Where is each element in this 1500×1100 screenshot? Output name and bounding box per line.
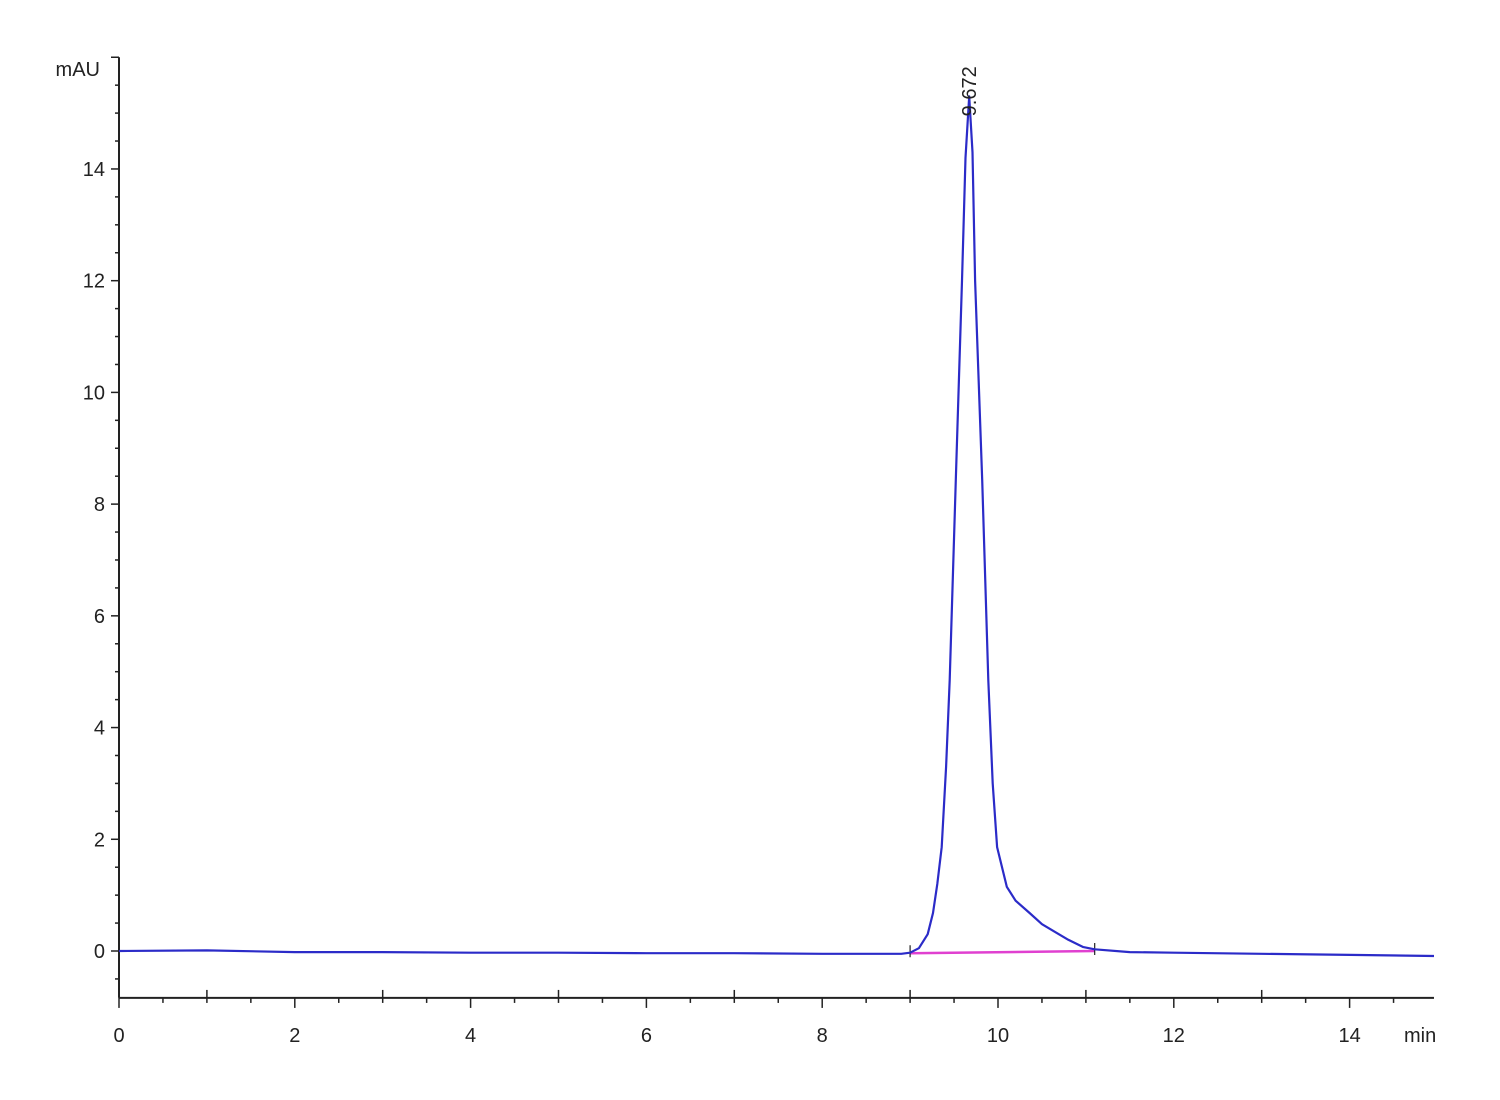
- y-tick-label: 10: [83, 382, 105, 404]
- y-tick-label: 14: [83, 159, 105, 181]
- x-tick-label: 12: [1163, 1025, 1185, 1047]
- y-tick-label: 8: [94, 494, 105, 516]
- x-tick-label: 2: [289, 1025, 300, 1047]
- x-tick-label: 10: [987, 1025, 1009, 1047]
- y-tick-label: 6: [94, 606, 105, 628]
- x-tick-label: 8: [817, 1025, 828, 1047]
- y-tick-label: 0: [94, 941, 105, 963]
- y-axis-label: mAU: [56, 59, 100, 81]
- peak-label: 9.672: [959, 66, 981, 116]
- integration-baseline: [910, 949, 1095, 955]
- y-tick-label: 2: [94, 829, 105, 851]
- y-tick-label: 12: [83, 271, 105, 293]
- x-tick-label: 4: [465, 1025, 476, 1047]
- x-tick-label: 6: [641, 1025, 652, 1047]
- y-tick-label: 4: [94, 718, 105, 740]
- x-tick-label: 0: [113, 1025, 124, 1047]
- marks: 9.672: [118, 66, 1435, 958]
- x-tick-label: 14: [1338, 1025, 1360, 1047]
- x-axis-label: min: [1404, 1025, 1436, 1047]
- axes: 0 2 4 6 8 10 12 14 0 2 4 6 8 10 12 14: [83, 56, 1434, 1047]
- signal-trace: [118, 95, 1435, 958]
